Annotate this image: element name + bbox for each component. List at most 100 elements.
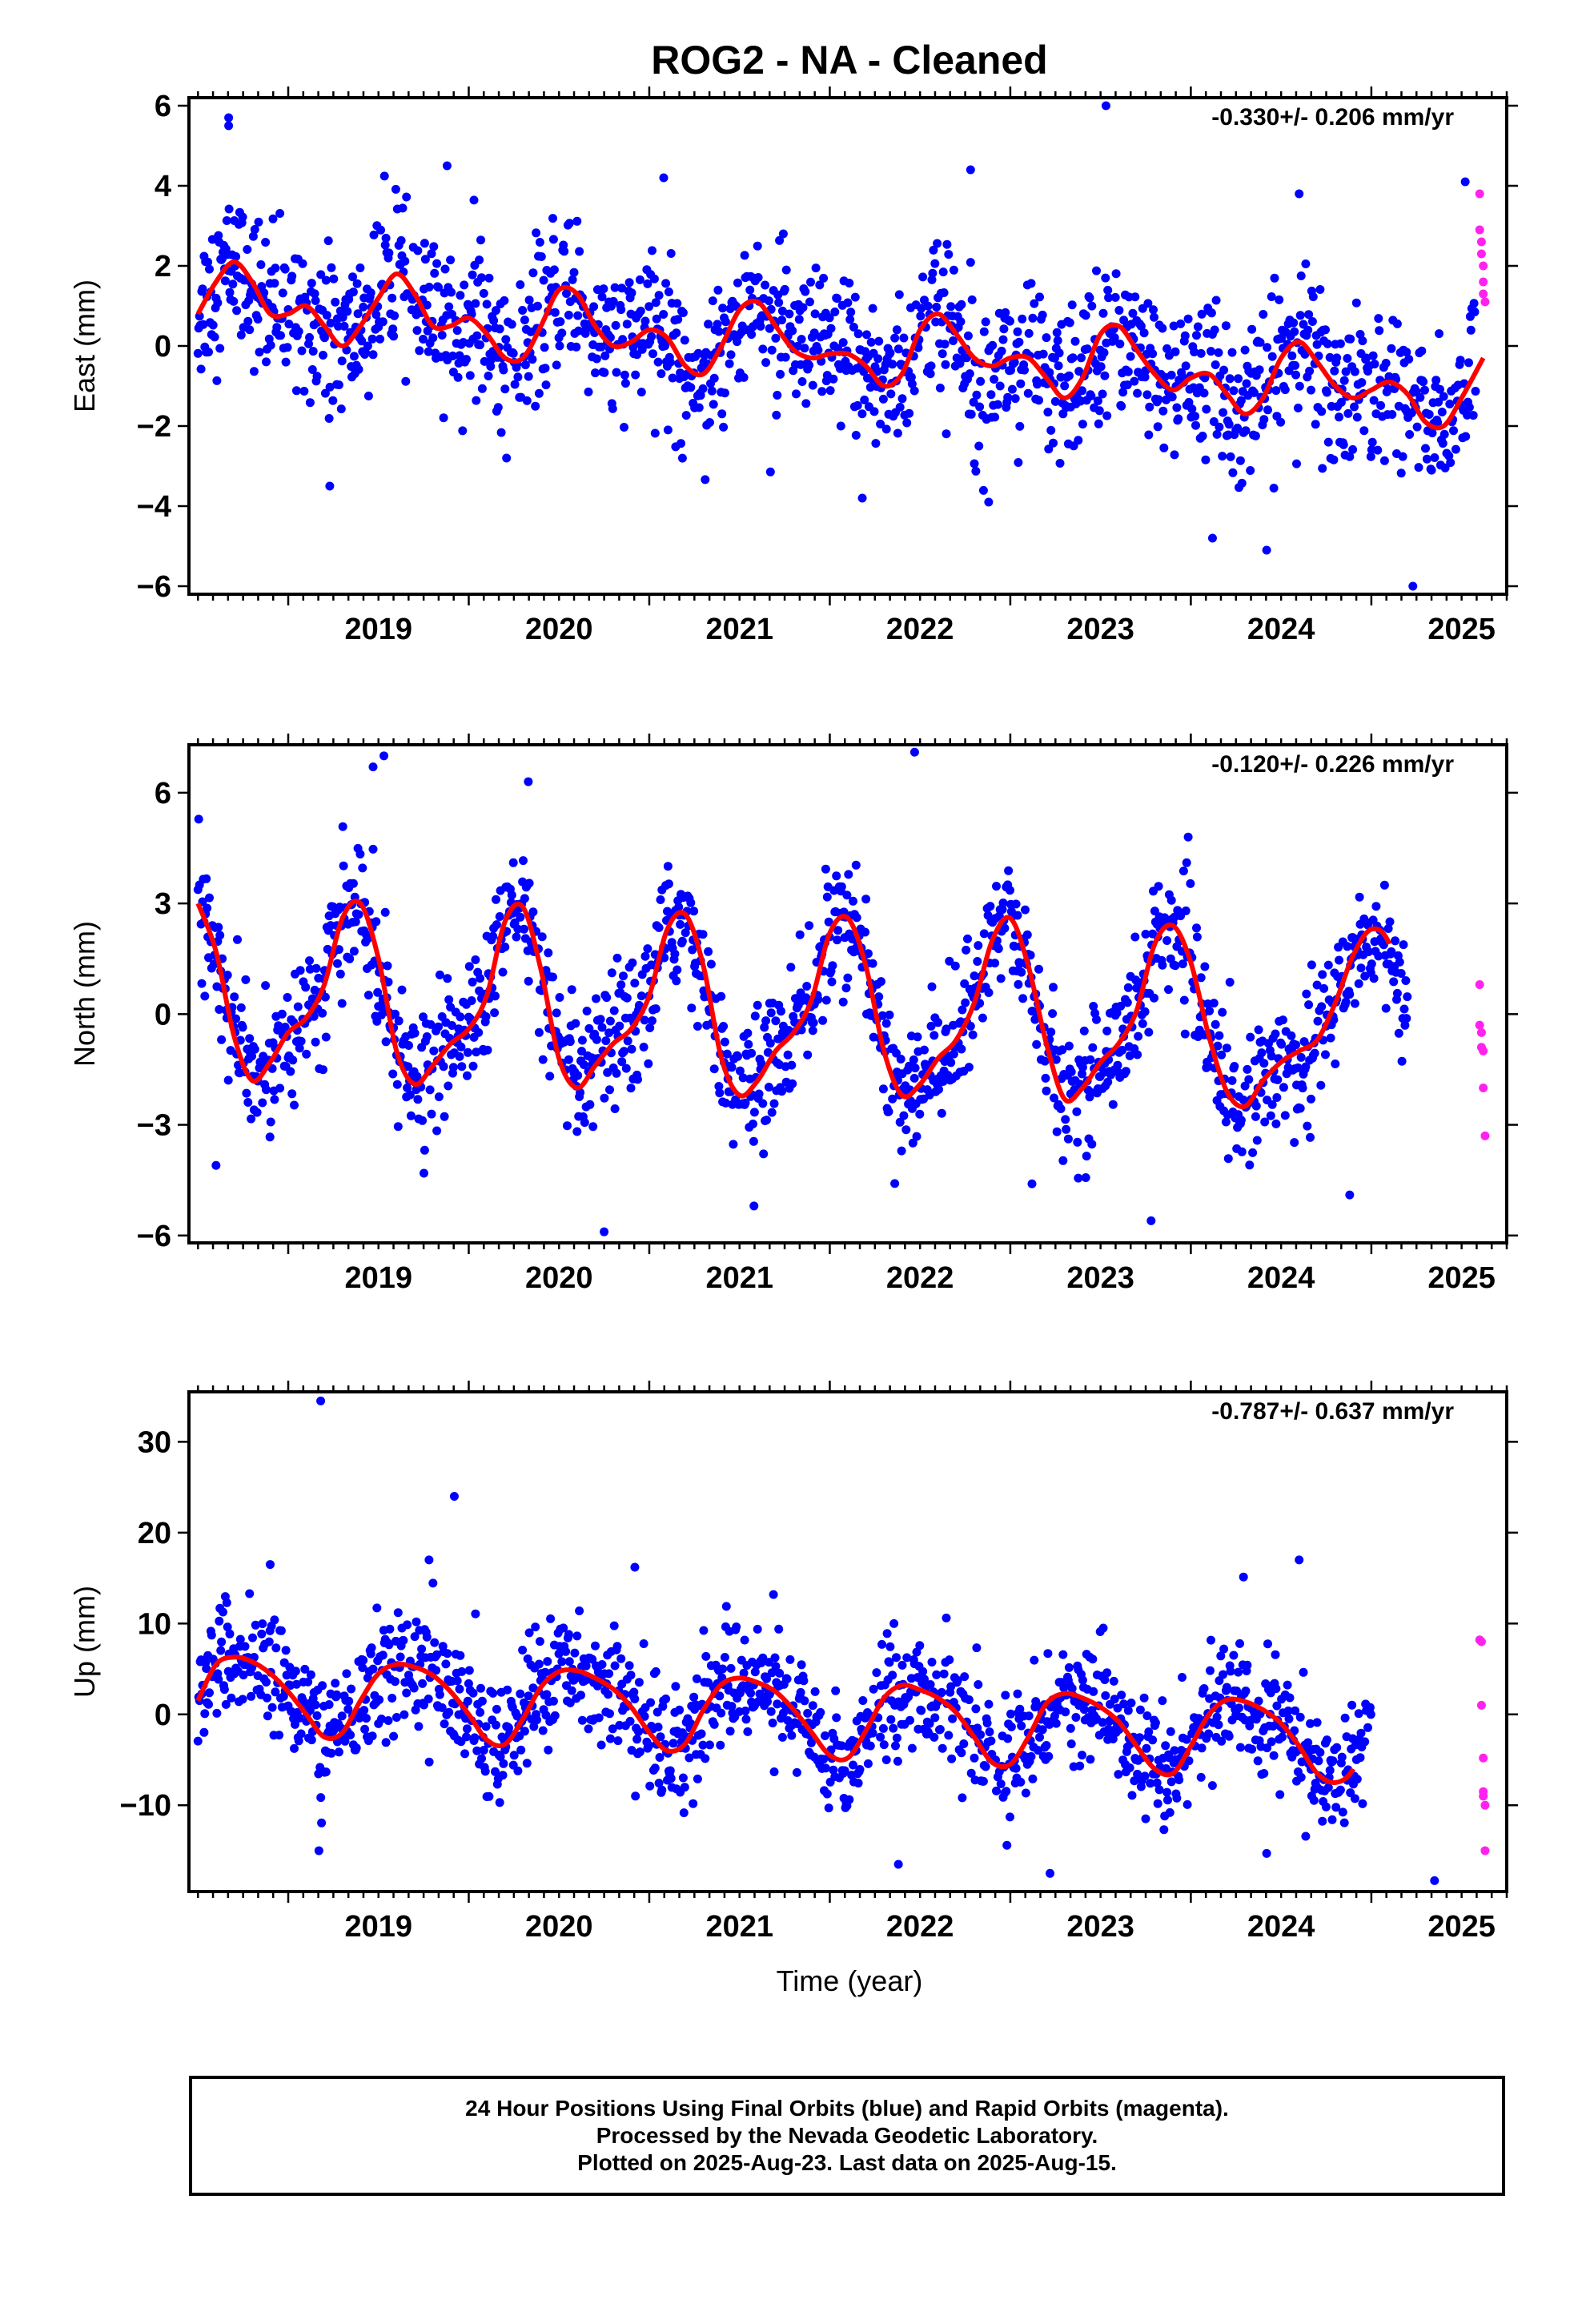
final-orbit-point [713,285,723,295]
final-orbit-point [543,1657,552,1667]
final-orbit-point [833,926,843,935]
final-orbit-point [363,991,373,1000]
final-orbit-point [1418,0,1427,5]
final-orbit-point [654,1779,664,1788]
final-orbit-point [422,300,432,310]
final-orbit-point [1134,1031,1143,1041]
final-orbit-point [759,1149,769,1159]
final-orbit-point [582,1007,592,1015]
final-orbit-point [634,1727,643,1736]
final-orbit-point [1464,403,1474,412]
final-orbit-point [1253,1756,1263,1766]
final-orbit-point [963,934,972,943]
final-orbit-point [949,336,958,345]
final-orbit-point [1027,1179,1037,1188]
y-tick-label: −6 [137,570,171,604]
final-orbit-point [1437,0,1446,5]
final-orbit-point [1032,1039,1042,1049]
final-orbit-point [685,1753,694,1763]
final-orbit-point [1415,0,1423,5]
final-orbit-point [1042,1741,1051,1750]
final-orbit-point [857,409,867,419]
final-orbit-point [562,289,571,298]
final-orbit-point [665,1766,675,1775]
final-orbit-point [778,1708,788,1718]
final-orbit-point [1043,1649,1053,1659]
final-orbit-point [1443,0,1452,5]
final-orbit-point [290,1100,299,1110]
final-orbit-point [1352,412,1362,422]
final-orbit-point [1199,388,1209,398]
final-orbit-point [270,279,279,288]
final-orbit-point [528,907,538,917]
final-orbit-point [893,1756,902,1766]
final-orbit-point [1213,1041,1223,1051]
final-orbit-point [429,1046,439,1055]
final-orbit-point [981,317,990,327]
final-orbit-point [1326,1033,1335,1043]
final-orbit-point [205,893,214,903]
final-orbit-point [1122,380,1132,390]
final-orbit-point [258,1619,267,1629]
final-orbit-point [829,1765,838,1775]
final-orbit-point [944,250,954,259]
final-orbit-point [966,258,975,267]
final-orbit-point [483,1045,492,1055]
final-orbit-point [1271,1119,1281,1128]
final-orbit-point [726,350,736,360]
final-orbit-point [714,1082,724,1091]
final-orbit-point [626,1671,636,1680]
final-orbit-point [719,1022,729,1031]
final-orbit-point [455,351,464,360]
final-orbit-point [767,345,777,355]
final-orbit-point [1367,437,1377,447]
final-orbit-point [1227,1076,1237,1085]
final-orbit-point [501,335,511,344]
final-orbit-point [999,324,1009,334]
final-orbit-point [1176,319,1186,328]
final-orbit-point [488,931,498,941]
final-orbit-point [1280,385,1290,395]
final-orbit-point [1237,478,1247,488]
final-orbit-point [937,1108,946,1118]
final-orbit-point [866,337,876,347]
final-orbit-point [1118,1045,1127,1055]
final-orbit-point [1331,1059,1340,1068]
final-orbit-point [513,1766,523,1775]
final-orbit-point [298,1695,307,1705]
final-orbit-point [1351,298,1361,308]
final-orbit-point [966,1021,975,1031]
final-orbit-point [306,1670,315,1679]
final-orbit-point [305,332,314,342]
final-orbit-point [1304,310,1314,320]
final-orbit-point [1013,911,1022,920]
final-orbit-point [437,331,447,340]
final-orbit-point [1030,1655,1039,1665]
rapid-orbit-point [1476,237,1486,247]
final-orbit-point [401,376,411,386]
final-orbit-point [661,1694,671,1703]
final-orbit-point [444,302,454,312]
final-orbit-point [1136,321,1146,331]
final-orbit-point [930,259,940,268]
final-orbit-point [448,352,457,360]
final-orbit-point [974,1680,983,1689]
rapid-orbit-point [1480,1131,1490,1140]
final-orbit-point [1430,0,1439,5]
final-orbit-point [674,903,684,912]
final-orbit-point [479,1746,488,1755]
final-orbit-point [437,1703,447,1712]
final-orbit-point [778,229,788,239]
final-orbit-point [1295,189,1304,199]
final-orbit-point [998,335,1008,344]
final-orbit-point [962,945,971,955]
final-orbit-point [801,399,811,408]
final-orbit-point [1432,0,1441,5]
final-orbit-point [1408,581,1418,591]
final-orbit-point [235,1634,245,1644]
final-orbit-point [311,1037,320,1047]
y-tick-label: 4 [155,170,171,203]
final-orbit-point [1044,1751,1054,1761]
final-orbit-point [462,355,471,364]
final-orbit-point [771,333,781,343]
